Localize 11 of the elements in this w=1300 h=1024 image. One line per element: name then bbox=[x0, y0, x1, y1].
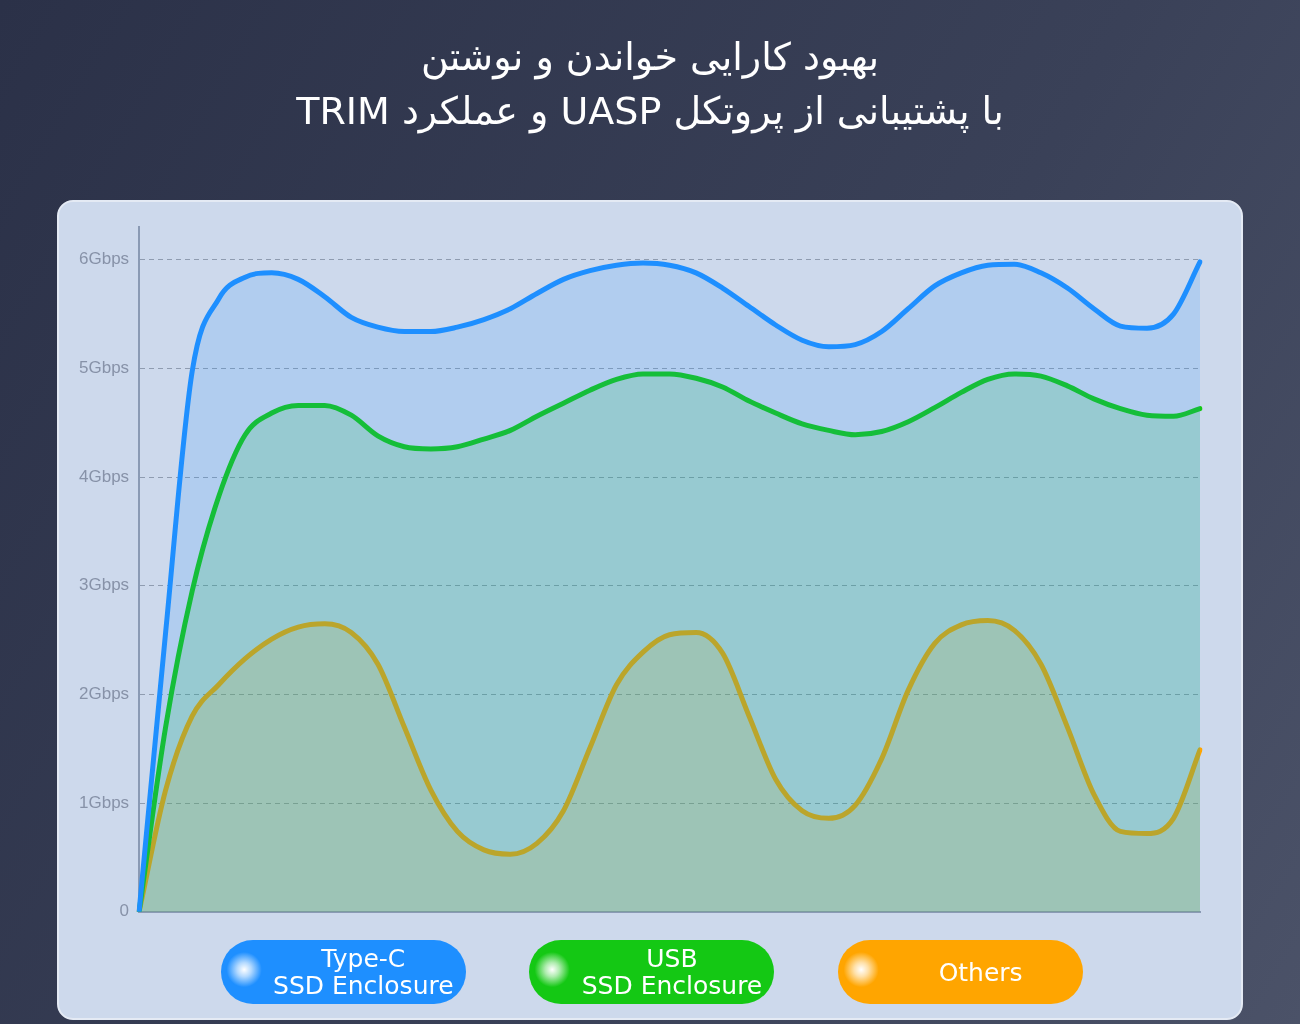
chart-title: بهبود کارایی خواندن و نوشتن با پشتیبانی از پروتکل UASP و عملکرد TRIM bbox=[295, 34, 1005, 136]
legend-label: Type-C SSD Enclosure bbox=[273, 944, 454, 1000]
series-label: USB SSD Enclosure bbox=[581, 944, 763, 1000]
y-tick-label: 6Gbps bbox=[78, 249, 130, 269]
y-tick-label: 3Gbps bbox=[78, 575, 130, 595]
y-tick-label: 5Gbps bbox=[78, 358, 130, 378]
y-tick-label: 2Gbps bbox=[78, 684, 130, 704]
y-tick-label: 0 bbox=[119, 901, 130, 921]
legend-label: Others bbox=[938, 957, 1023, 987]
y-tick-label: 4Gbps bbox=[78, 466, 130, 486]
y-tick-label: 1Gbps bbox=[78, 792, 130, 812]
